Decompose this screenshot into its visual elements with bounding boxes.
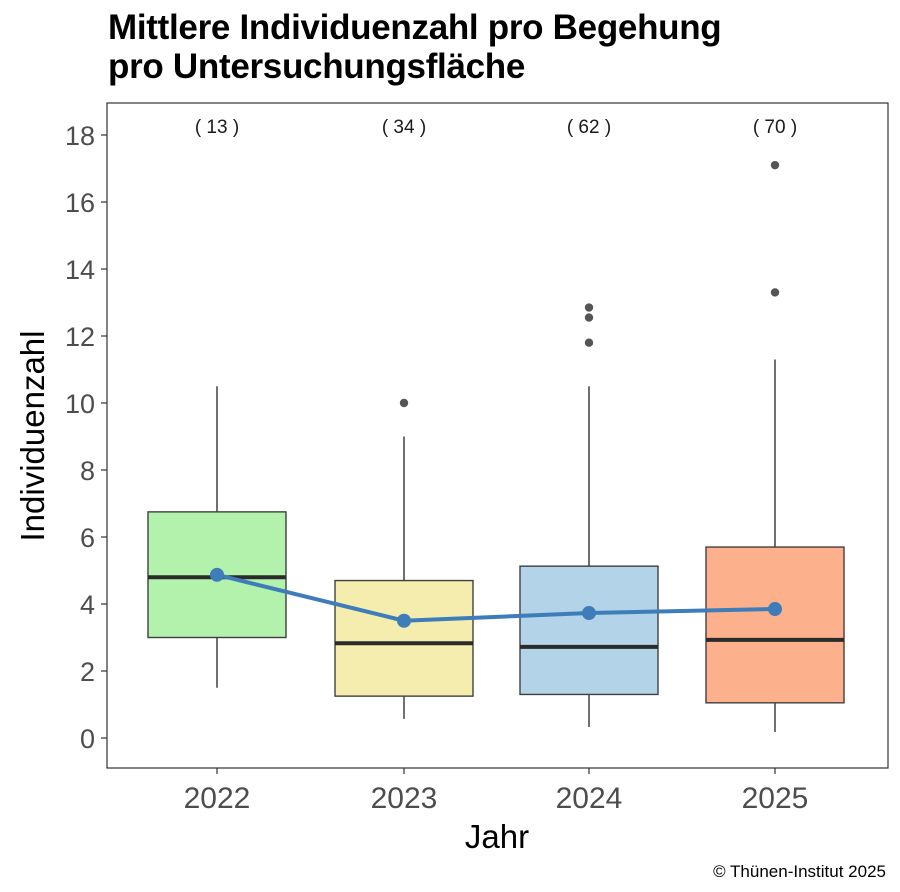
- mean-point-2023: [397, 613, 411, 628]
- iqr-box: [705, 546, 845, 704]
- outlier-point: [770, 288, 780, 297]
- y-tick-label: 4: [80, 590, 95, 620]
- iqr-box: [334, 579, 474, 697]
- box-2023: [334, 398, 474, 719]
- y-tick-label: 12: [65, 322, 95, 352]
- boxes-layer: [147, 160, 845, 732]
- y-tick-label: 16: [65, 188, 95, 218]
- chart-title: Mittlere Individuenzahl pro Begehung pro…: [108, 8, 722, 86]
- x-tick-label-2023: 2023: [371, 782, 438, 815]
- outlier-point: [584, 303, 594, 312]
- y-tick-label: 14: [65, 255, 95, 285]
- mean-point-2022: [210, 567, 224, 582]
- y-axis: 0 2 4 6 8 10 12 14 16 18: [65, 121, 107, 754]
- x-tick-label-2022: 2022: [184, 782, 251, 815]
- outlier-point: [770, 160, 780, 170]
- outlier-point: [399, 398, 409, 408]
- mean-line-layer: [210, 567, 782, 628]
- x-axis-label: Jahr: [465, 818, 529, 855]
- y-tick-label: 0: [80, 724, 95, 754]
- outlier-point: [584, 338, 594, 347]
- x-tick-label-2024: 2024: [556, 782, 623, 815]
- chart-title-line-2: pro Untersuchungsfläche: [108, 47, 526, 86]
- outlier-point: [584, 313, 594, 322]
- mean-line: [216, 572, 776, 623]
- count-label-2022: ( 13 ): [195, 117, 239, 138]
- y-tick-label: 10: [65, 389, 95, 419]
- count-label-2025: ( 70 ): [753, 117, 797, 138]
- plot-panel-border: [106, 102, 889, 769]
- y-tick-label: 2: [80, 657, 95, 687]
- iqr-box: [519, 565, 659, 696]
- x-axis: 2022 2023 2024 2025: [184, 768, 809, 815]
- box-2025: [705, 160, 845, 732]
- chart-title-line-1: Mittlere Individuenzahl pro Begehung: [108, 8, 722, 47]
- count-label-2023: ( 34 ): [382, 117, 426, 138]
- count-labels: ( 13 ) ( 34 ) ( 62 ) ( 70 ): [195, 117, 797, 138]
- box-2022: [147, 386, 287, 688]
- y-tick-label: 6: [80, 523, 95, 553]
- box-2024: [519, 303, 659, 727]
- x-tick-label-2025: 2025: [742, 782, 809, 815]
- y-axis-label: Individuenzahl: [14, 331, 51, 542]
- count-label-2024: ( 62 ): [567, 117, 611, 138]
- mean-point-2024: [582, 606, 596, 621]
- mean-point-2025: [768, 602, 782, 617]
- copyright-credit: © Thünen-Institut 2025: [713, 862, 886, 881]
- y-tick-label: 8: [80, 456, 95, 486]
- y-tick-label: 18: [65, 121, 95, 151]
